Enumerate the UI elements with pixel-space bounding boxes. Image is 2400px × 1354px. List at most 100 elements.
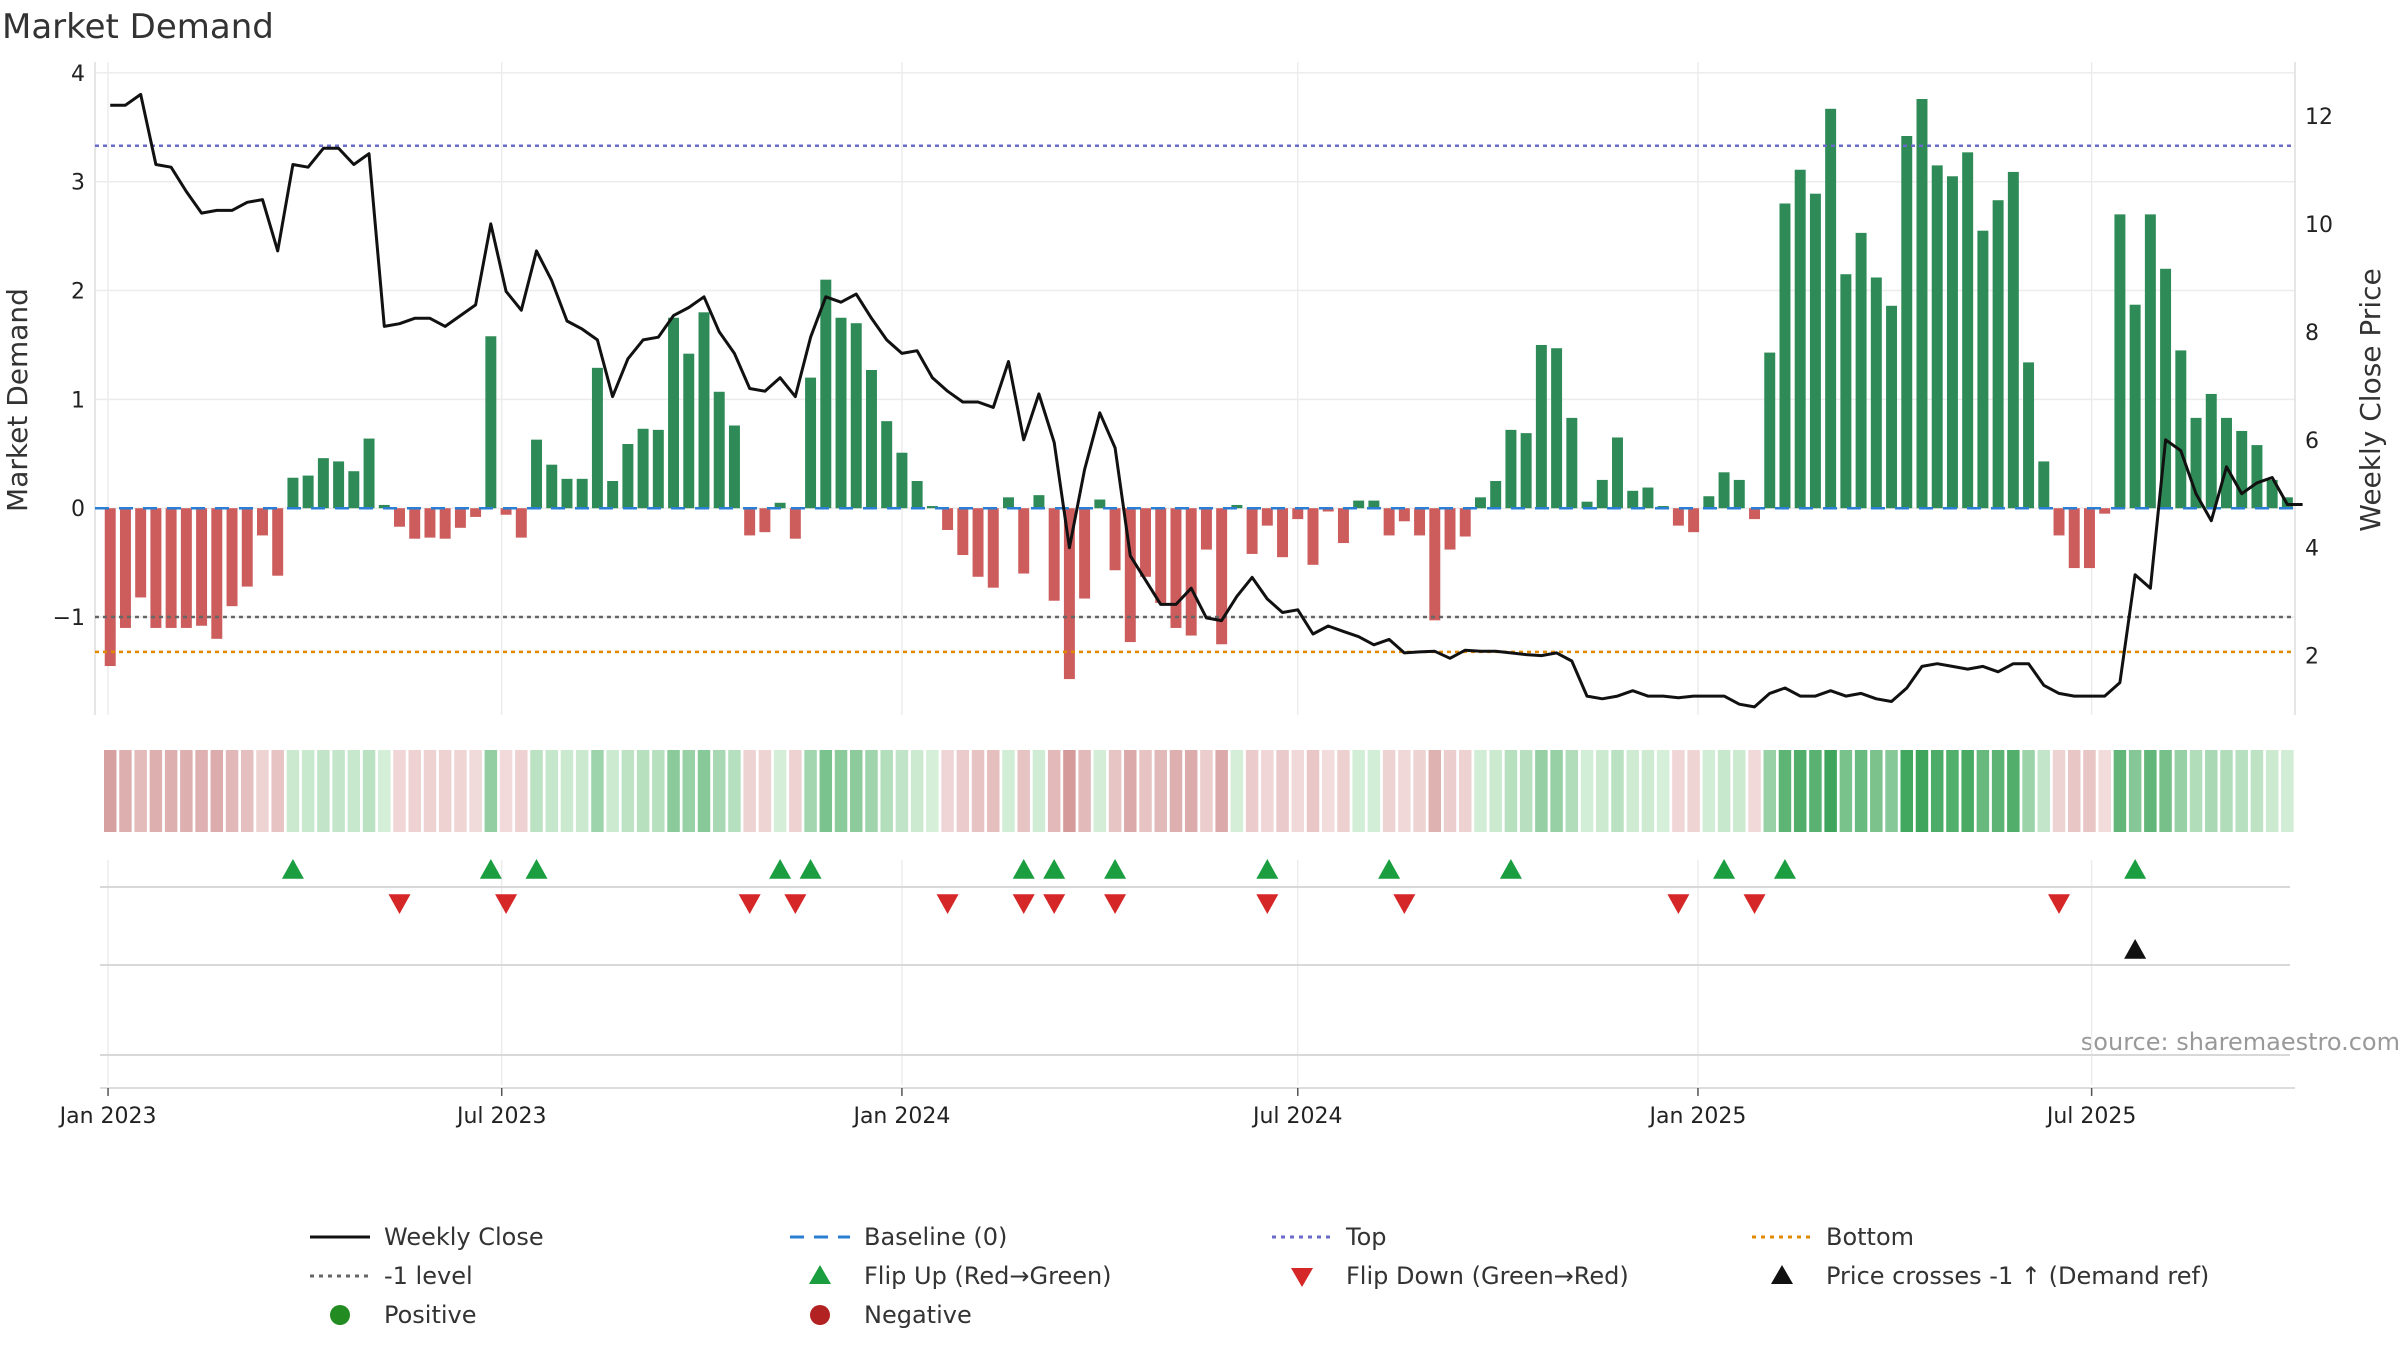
heat-cell bbox=[454, 750, 467, 832]
demand-bar bbox=[2160, 268, 2172, 509]
demand-bar bbox=[1033, 495, 1045, 509]
heat-cell bbox=[515, 750, 528, 832]
demand-bar bbox=[2205, 393, 2217, 509]
heat-cell bbox=[378, 750, 391, 832]
heat-cell bbox=[2037, 750, 2051, 832]
demand-bar bbox=[500, 508, 512, 515]
demand-bar bbox=[1535, 344, 1547, 509]
demand-bar bbox=[1551, 348, 1563, 509]
heat-cell bbox=[1504, 750, 1518, 832]
heat-cell bbox=[545, 750, 558, 832]
demand-bar bbox=[1109, 508, 1121, 571]
demand-bar bbox=[774, 502, 786, 509]
heat-cell bbox=[1200, 750, 1213, 832]
demand-bar bbox=[2099, 508, 2111, 514]
weekly-close-line bbox=[110, 92, 2303, 709]
demand-bar bbox=[607, 481, 619, 509]
heat-cell bbox=[1900, 750, 1914, 832]
heat-cell bbox=[1261, 750, 1274, 832]
demand-bar bbox=[1003, 497, 1014, 509]
demand-bar bbox=[2190, 417, 2202, 509]
flip-up-marker bbox=[1713, 859, 1736, 879]
heat-cell bbox=[1915, 750, 1929, 832]
demand-bar bbox=[561, 478, 573, 509]
demand-bar bbox=[759, 508, 771, 533]
demand-bar bbox=[1185, 508, 1197, 636]
flip-up-marker bbox=[1773, 859, 1796, 879]
demand-bar bbox=[1779, 203, 1791, 509]
demand-bar bbox=[1322, 508, 1334, 512]
heat-cell bbox=[1641, 750, 1655, 832]
flip-down-marker bbox=[1393, 894, 1416, 914]
price-cross-marker bbox=[2124, 939, 2147, 959]
heat-cell bbox=[1428, 750, 1442, 832]
demand-bar bbox=[789, 508, 801, 539]
demand-bar bbox=[2144, 214, 2156, 509]
demand-bar bbox=[1931, 165, 1943, 509]
demand-bar bbox=[987, 508, 999, 588]
flip-up-marker bbox=[525, 859, 548, 879]
heat-cell bbox=[1047, 750, 1061, 832]
flip-down-marker bbox=[784, 894, 807, 914]
x-tick-label: Jan 2023 bbox=[58, 1104, 157, 1129]
demand-bar bbox=[196, 508, 208, 626]
heat-cell bbox=[1687, 750, 1700, 832]
demand-bar bbox=[1414, 508, 1426, 536]
demand-bar bbox=[1992, 200, 2004, 509]
heat-cell bbox=[2098, 750, 2111, 832]
demand-bar bbox=[256, 508, 268, 536]
demand-bar bbox=[1383, 508, 1395, 536]
x-tick-label: Jul 2023 bbox=[455, 1104, 547, 1129]
demand-bar bbox=[394, 508, 405, 527]
demand-bar bbox=[317, 458, 329, 509]
flip-up-marker bbox=[2124, 859, 2147, 879]
heat-cell bbox=[1367, 750, 1381, 832]
heat-cell bbox=[1352, 750, 1365, 832]
heat-cell bbox=[286, 750, 300, 832]
heat-cell bbox=[1489, 750, 1502, 832]
demand-bar bbox=[378, 504, 390, 509]
legend-label: Flip Down (Green→Red) bbox=[1346, 1262, 1629, 1290]
heat-cell bbox=[880, 750, 893, 832]
heat-cell bbox=[1672, 750, 1685, 832]
flip-up-marker bbox=[769, 859, 792, 879]
flip-down-marker bbox=[1012, 894, 1035, 914]
heat-cell bbox=[1946, 750, 1959, 832]
heat-cell bbox=[1550, 750, 1563, 832]
heat-cell bbox=[773, 750, 787, 832]
heat-cell bbox=[1398, 750, 1411, 832]
heat-cell bbox=[2144, 750, 2157, 832]
demand-bar bbox=[241, 508, 253, 587]
heat-cell bbox=[1032, 750, 1046, 832]
heat-cell bbox=[2174, 750, 2188, 832]
legend-label: Bottom bbox=[1826, 1223, 1914, 1251]
demand-bar bbox=[835, 317, 847, 509]
heat-cell bbox=[1854, 750, 1868, 832]
heat-cell bbox=[971, 750, 985, 832]
demand-bar bbox=[272, 508, 284, 576]
y-tick-label: 3 bbox=[71, 171, 85, 196]
demand-bar bbox=[1246, 508, 1258, 554]
demand-bar bbox=[2266, 479, 2278, 509]
legend-label: Flip Up (Red→Green) bbox=[864, 1262, 1112, 1290]
demand-bar bbox=[2221, 417, 2232, 509]
heat-cell bbox=[682, 750, 696, 832]
heat-cell bbox=[697, 750, 711, 832]
y-tick-label: 0 bbox=[71, 497, 85, 522]
heat-cell bbox=[1093, 750, 1107, 832]
demand-bar bbox=[485, 336, 497, 509]
heat-cell bbox=[1139, 750, 1152, 832]
heat-cell bbox=[134, 750, 147, 832]
demand-bar bbox=[119, 508, 131, 628]
demand-bar bbox=[515, 508, 527, 538]
heat-cell bbox=[195, 750, 208, 832]
demand-bar bbox=[150, 508, 162, 628]
flip-down-marker bbox=[2048, 894, 2071, 914]
y-tick-label: 4 bbox=[71, 62, 85, 87]
heat-cell bbox=[438, 750, 452, 832]
demand-bar bbox=[1261, 508, 1273, 526]
heat-cell bbox=[103, 750, 117, 832]
heat-cell bbox=[1626, 750, 1639, 832]
demand-bar bbox=[1581, 501, 1593, 509]
